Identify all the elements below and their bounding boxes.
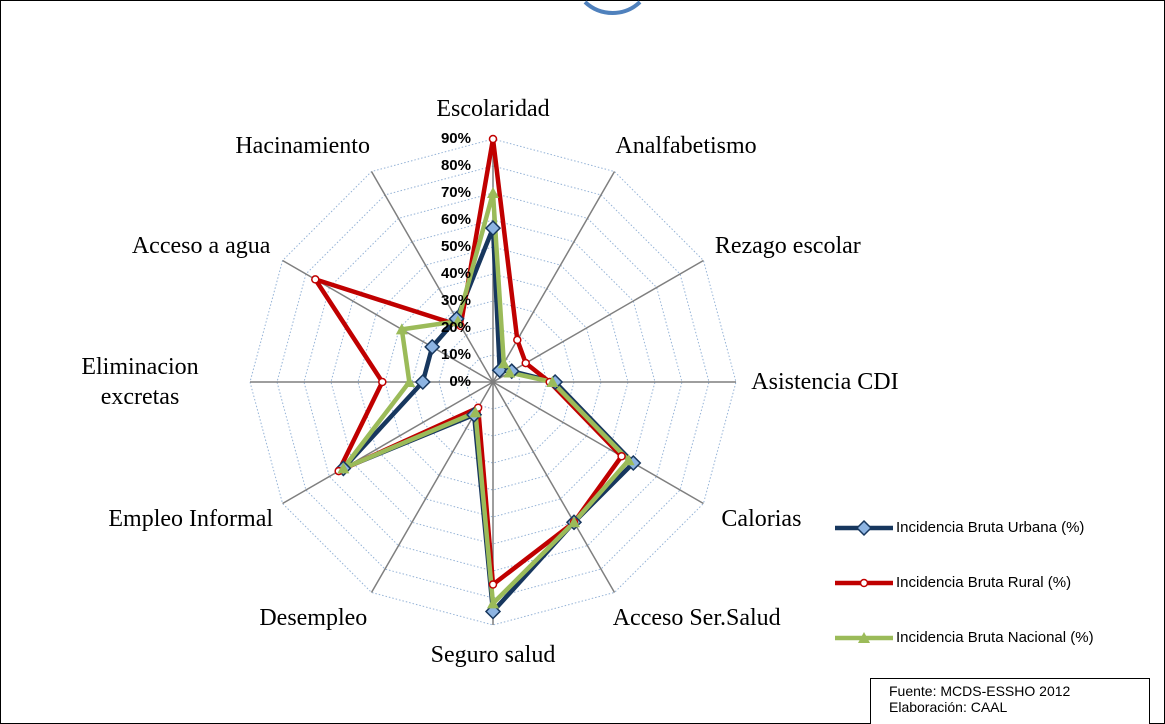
axis-line bbox=[492, 381, 616, 593]
category-label: Rezago escolar bbox=[714, 232, 861, 259]
y-tick-label: 50% bbox=[441, 238, 471, 255]
data-point bbox=[487, 187, 499, 198]
data-point bbox=[622, 454, 635, 466]
legend-marker bbox=[855, 519, 873, 537]
data-point bbox=[311, 275, 320, 284]
source-box: Fuente: MCDS-ESSHO 2012 Elaboración: CAA… bbox=[870, 678, 1150, 724]
y-tick-label: 10% bbox=[441, 346, 471, 363]
data-point bbox=[395, 323, 408, 335]
category-label: Calorias bbox=[721, 505, 802, 532]
legend-label: Incidencia Bruta Rural (%) bbox=[896, 574, 1071, 591]
decoration bbox=[583, 0, 642, 15]
data-point bbox=[513, 335, 522, 345]
data-point bbox=[378, 377, 387, 387]
data-point bbox=[484, 220, 502, 237]
y-tick-label: 90% bbox=[441, 130, 471, 147]
data-point bbox=[469, 406, 482, 418]
category-label: Analfabetismo bbox=[615, 132, 757, 159]
data-point bbox=[337, 462, 350, 474]
y-tick-label: 70% bbox=[441, 184, 471, 201]
data-point bbox=[568, 516, 580, 528]
category-label: Eliminacion excretas bbox=[81, 354, 199, 410]
legend-label: Incidencia Bruta Nacional (%) bbox=[896, 629, 1094, 646]
legend-marker bbox=[858, 632, 870, 643]
data-point bbox=[487, 597, 499, 609]
y-tick-label: 40% bbox=[441, 265, 471, 282]
legend-marker bbox=[859, 578, 869, 588]
legend-label: Incidencia Bruta Urbana (%) bbox=[896, 519, 1084, 536]
axis-line bbox=[370, 171, 494, 383]
axis-line bbox=[492, 381, 704, 505]
category-label: Hacinamiento bbox=[235, 132, 370, 159]
category-label: Acceso a agua bbox=[131, 232, 271, 259]
data-point bbox=[488, 580, 498, 589]
y-tick-label: 0% bbox=[449, 373, 471, 390]
y-tick-label: 80% bbox=[441, 157, 471, 174]
data-point bbox=[617, 452, 626, 461]
data-point bbox=[488, 134, 498, 144]
data-point bbox=[403, 376, 416, 387]
axis-line bbox=[492, 171, 616, 383]
y-tick-label: 20% bbox=[441, 319, 471, 336]
data-point bbox=[503, 366, 516, 378]
data-point bbox=[414, 373, 431, 391]
y-tick-label: 60% bbox=[441, 211, 471, 228]
category-label: Desempleo bbox=[259, 605, 368, 632]
data-point bbox=[546, 376, 559, 387]
data-point bbox=[424, 338, 441, 355]
y-tick-label: 30% bbox=[441, 292, 471, 309]
category-label: Asistencia CDI bbox=[751, 369, 899, 395]
category-label: Escolaridad bbox=[436, 96, 550, 122]
source-line: Elaboración: CAAL bbox=[889, 699, 1008, 715]
category-label: Seguro salud bbox=[430, 642, 556, 668]
category-label: Empleo Informal bbox=[108, 505, 274, 532]
category-label: Acceso Ser.Salud bbox=[612, 605, 781, 632]
source-line: Fuente: MCDS-ESSHO 2012 bbox=[889, 683, 1071, 699]
data-point bbox=[521, 358, 530, 368]
data-point bbox=[497, 357, 510, 369]
data-point bbox=[451, 315, 464, 327]
axis-line bbox=[282, 381, 494, 505]
